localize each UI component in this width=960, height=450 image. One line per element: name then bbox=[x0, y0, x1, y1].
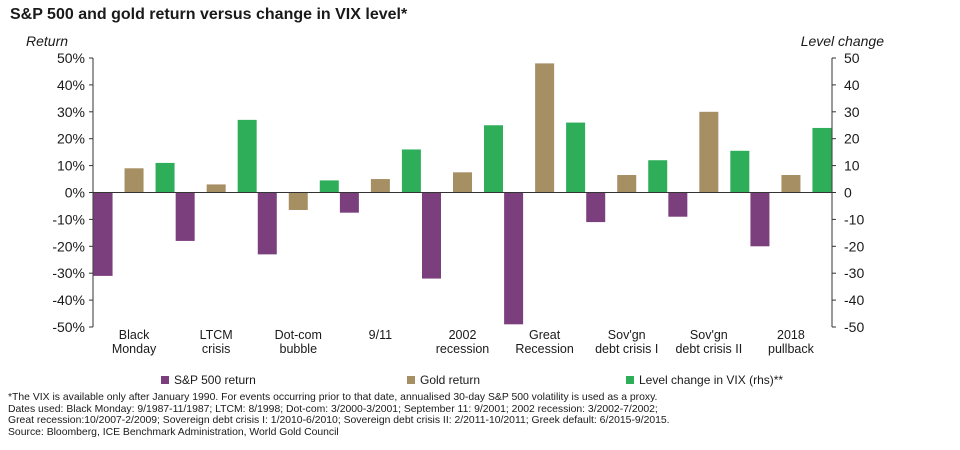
bar-sp500 bbox=[257, 192, 277, 255]
legend-label-gold: Gold return bbox=[420, 373, 481, 387]
bar-chart: -50% -40% -30% -20% -10% 0% 10% 20% 30% 40% 50% -50… bbox=[52, 50, 864, 356]
category-label: Dot-com bbox=[275, 328, 322, 342]
bar-sp500 bbox=[750, 192, 770, 247]
bar-gold bbox=[370, 179, 390, 193]
footnote-line: *The VIX is available only after January… bbox=[8, 392, 658, 403]
bar-vix bbox=[566, 122, 586, 193]
right-tick-label: 10 bbox=[844, 158, 860, 174]
right-tick-label: -10 bbox=[844, 211, 864, 227]
bar-sp500 bbox=[668, 192, 688, 217]
bar-vix bbox=[648, 160, 668, 193]
footnotes: *The VIX is available only after January… bbox=[8, 392, 948, 438]
bar-vix bbox=[401, 149, 421, 193]
bar-gold bbox=[617, 175, 637, 193]
category-label: LTCM bbox=[200, 328, 233, 342]
legend-item-vix: Level change in VIX (rhs)** bbox=[626, 373, 783, 387]
footnote-line: Source: Bloomberg, ICE Benchmark Adminis… bbox=[8, 426, 339, 438]
right-tick-label: -40 bbox=[844, 292, 864, 308]
bar-sp500 bbox=[586, 192, 606, 223]
left-axis-label: Return bbox=[26, 33, 69, 49]
right-tick-label: -50 bbox=[844, 319, 864, 335]
bar-vix bbox=[237, 119, 257, 193]
category-label: recession bbox=[436, 342, 490, 356]
left-tick-label: 30% bbox=[57, 104, 85, 120]
right-tick-label: 0 bbox=[844, 185, 852, 201]
category-label: Sov'gn bbox=[608, 328, 646, 342]
left-tick-label: -40% bbox=[52, 292, 85, 308]
bar-vix bbox=[812, 127, 832, 193]
right-tick-label: 20 bbox=[844, 131, 860, 147]
right-tick-label: -30 bbox=[844, 265, 864, 281]
left-tick-label: 20% bbox=[57, 131, 85, 147]
bar-gold bbox=[206, 184, 226, 193]
left-tick-label: 40% bbox=[57, 77, 85, 93]
footnote-line: Great recession:10/2007-2/2009; Sovereig… bbox=[8, 415, 670, 427]
bar-gold bbox=[781, 175, 801, 193]
right-axis-label: Level change bbox=[800, 33, 884, 49]
left-tick-label: -50% bbox=[52, 319, 85, 335]
right-tick-label: 40 bbox=[844, 77, 860, 93]
left-tick-label: -10% bbox=[52, 211, 85, 227]
category-label: pullback bbox=[768, 342, 815, 356]
category-label: debt crisis II bbox=[675, 342, 742, 356]
legend-swatch-gold bbox=[407, 376, 415, 384]
category-label: crisis bbox=[202, 342, 230, 356]
bar-sp500 bbox=[93, 192, 113, 276]
category-label: 9/11 bbox=[369, 328, 392, 342]
category-label: Great bbox=[529, 328, 561, 342]
bar-gold bbox=[288, 192, 308, 210]
left-tick-label: 0% bbox=[65, 185, 85, 201]
bar-sp500 bbox=[175, 192, 195, 241]
bar-gold bbox=[453, 172, 472, 193]
bar-vix bbox=[155, 162, 175, 193]
footnote-line: Dates used: Black Monday: 9/1987-11/1987… bbox=[8, 403, 658, 415]
right-tick-label: 50 bbox=[844, 50, 860, 66]
chart-title: S&P 500 and gold return versus change in… bbox=[10, 6, 408, 23]
bar-gold bbox=[124, 168, 144, 193]
bar-sp500 bbox=[339, 192, 359, 213]
legend-item-gold: Gold return bbox=[407, 373, 480, 387]
bar-gold bbox=[535, 63, 555, 193]
bar-sp500 bbox=[422, 192, 441, 279]
left-tick-label: 10% bbox=[57, 158, 85, 174]
right-tick-label: -20 bbox=[844, 238, 864, 254]
category-label: Black bbox=[119, 328, 150, 342]
bar-vix bbox=[319, 180, 339, 193]
legend-label-vix: Level change in VIX (rhs)** bbox=[639, 373, 784, 387]
category-label: Monday bbox=[112, 342, 157, 356]
category-label: debt crisis I bbox=[595, 342, 658, 356]
legend-label-sp500: S&P 500 return bbox=[174, 373, 256, 387]
left-tick-label: -30% bbox=[52, 265, 85, 281]
category-label: bubble bbox=[280, 342, 318, 356]
legend-item-sp500: S&P 500 return bbox=[161, 373, 256, 387]
bar-gold bbox=[699, 111, 719, 193]
left-tick-label: 50% bbox=[57, 50, 85, 66]
category-label: 2002 bbox=[449, 328, 477, 342]
legend-swatch-sp500 bbox=[161, 376, 169, 384]
category-label: Recession bbox=[515, 342, 573, 356]
right-tick-label: 30 bbox=[844, 104, 860, 120]
left-tick-label: -20% bbox=[52, 238, 85, 254]
category-label: Sov'gn bbox=[690, 328, 728, 342]
legend-swatch-vix bbox=[626, 376, 634, 384]
bar-vix bbox=[484, 125, 503, 193]
bar-vix bbox=[730, 150, 750, 193]
category-label: 2018 bbox=[777, 328, 805, 342]
bar-sp500 bbox=[504, 192, 524, 325]
